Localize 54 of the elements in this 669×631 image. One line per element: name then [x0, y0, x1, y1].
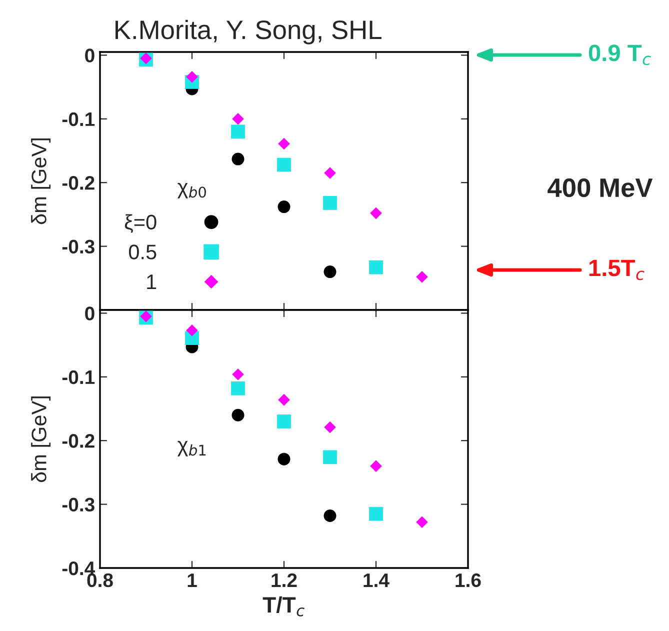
- point: [416, 270, 428, 283]
- legend-label: ξ=0: [124, 214, 156, 233]
- point: [324, 421, 336, 434]
- point: [231, 381, 245, 396]
- point: [278, 200, 290, 214]
- x-tick-label: 1.2: [272, 573, 297, 587]
- point: [323, 196, 337, 210]
- y-tick-label: -0.4: [62, 561, 96, 576]
- text: 0.9 T$_{c}$: [588, 44, 651, 66]
- point: [186, 70, 198, 83]
- point: [323, 450, 337, 464]
- point: [370, 207, 382, 220]
- legend-label: 1: [147, 274, 156, 290]
- text: 1.5T$_{c}$: [589, 260, 644, 280]
- point: [140, 310, 152, 322]
- point: [277, 158, 291, 172]
- x-tick-label: 1: [188, 574, 197, 587]
- y-axis-title: δm [GeV]: [31, 138, 51, 224]
- x-tick-label: 1.4: [364, 574, 390, 587]
- point: [232, 408, 244, 422]
- y-tick-label: -0.1: [62, 370, 95, 384]
- point: [186, 324, 198, 336]
- y-tick-label: -0.2: [62, 434, 94, 448]
- x-tick-label: 1.6: [456, 573, 481, 588]
- point: [278, 394, 290, 406]
- point: [278, 452, 290, 466]
- x-tick-label: 0.8: [87, 573, 113, 588]
- y-tick-label: 0: [85, 48, 94, 62]
- point: [232, 112, 244, 125]
- point: [369, 506, 383, 521]
- point: [370, 460, 382, 472]
- point: [416, 516, 428, 528]
- annotation: χ$_{b1}$: [177, 440, 206, 456]
- point: [369, 260, 383, 274]
- point: [232, 368, 244, 380]
- text: 400 MeV: [548, 178, 653, 198]
- y-tick-label: 0: [85, 306, 94, 320]
- chart-title: K.Morita, Y. Song, SHL: [116, 20, 382, 44]
- point: [277, 414, 291, 428]
- point: [324, 266, 336, 278]
- point: [324, 167, 336, 179]
- y-tick-label: -0.2: [62, 176, 94, 190]
- y-tick-label: -0.3: [62, 498, 94, 512]
- annotation: χ$_{b0}$: [177, 182, 206, 198]
- point: [324, 510, 336, 522]
- point: [232, 152, 244, 166]
- point: [278, 138, 290, 150]
- point: [140, 52, 152, 64]
- y-axis-title: δm [GeV]: [31, 396, 51, 482]
- y-tick-label: -0.1: [62, 112, 95, 126]
- x-axis-title: T/T$_{c}$: [262, 596, 304, 616]
- point: [231, 124, 245, 139]
- legend-label: 0.5: [128, 244, 156, 260]
- y-tick-label: -0.3: [62, 240, 94, 254]
